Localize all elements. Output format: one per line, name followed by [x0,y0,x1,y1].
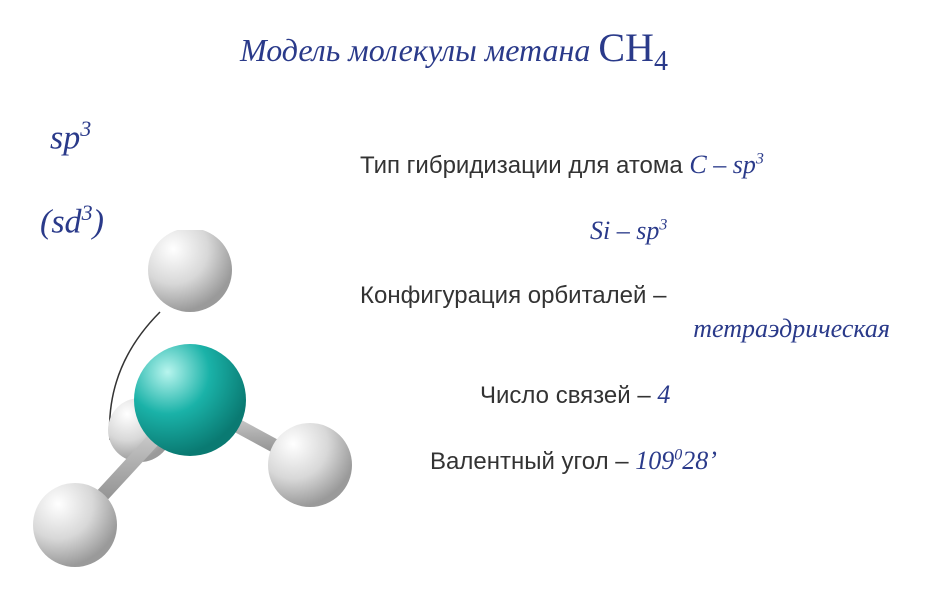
config-label: Конфигурация орбиталей – [360,282,666,309]
bonds-label: Число связей – [480,382,657,409]
hybrid-label: Тип гибридизации для атома [360,152,689,179]
angle-value: 109028’ [635,446,717,475]
atom-center [134,344,246,456]
formula-element: CH [598,25,654,70]
atom-top [148,230,232,312]
sp3-label: sp3 [50,116,91,157]
hybrid-value-si: Si – sp3 [590,216,667,245]
config-value: тетраэдрическая [360,314,930,344]
sd3-sup: 3 [82,200,93,225]
page-title: Модель молекулы метана CH4 [240,24,668,78]
molecule-diagram [20,230,360,570]
info-block: Тип гибридизации для атома C – sp3 Si – … [360,150,930,512]
angle-line: Валентный угол – 109028’ [360,446,930,476]
molecule-svg [20,230,360,570]
hybridization-line-si: Si – sp3 [360,216,930,246]
hybridization-line-c: Тип гибридизации для атома C – sp3 [360,150,930,180]
hybrid-value-c: C – sp3 [689,150,763,179]
title-text: Модель молекулы метана [240,32,590,68]
configuration-line: Конфигурация орбиталей – тетраэдрическая [360,282,930,344]
angle-label: Валентный угол – [430,448,635,475]
atom-bottom-left [33,483,117,567]
formula-sub: 4 [654,46,668,77]
bonds-value: 4 [657,380,670,409]
title-formula: CH4 [598,25,668,70]
sp3-base: sp [50,119,80,156]
sp3-sup: 3 [80,116,91,141]
atom-right [268,423,352,507]
bonds-line: Число связей – 4 [360,380,930,410]
